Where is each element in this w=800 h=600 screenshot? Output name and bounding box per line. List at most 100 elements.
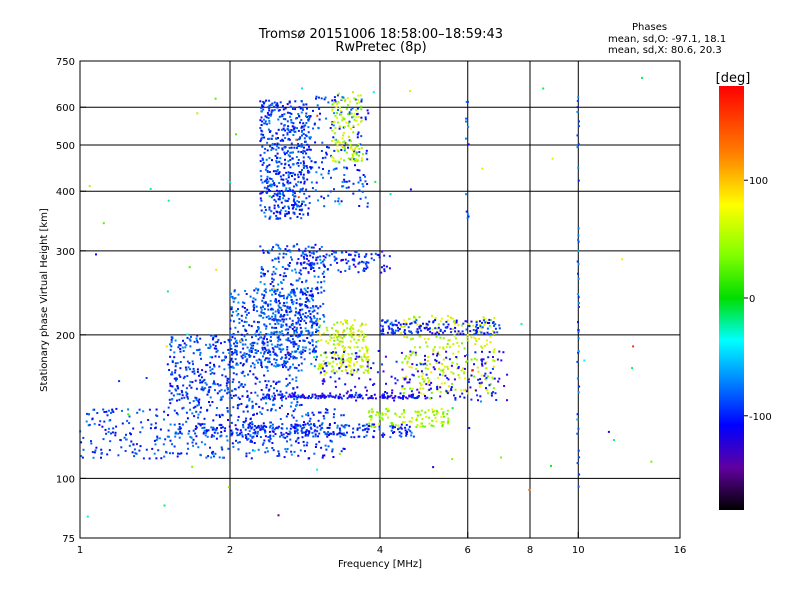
x-tick-label: 2 [227, 545, 233, 556]
data-point [576, 360, 579, 363]
data-point [174, 369, 177, 372]
data-point [378, 422, 380, 425]
data-point [462, 333, 465, 336]
data-point [320, 261, 323, 264]
data-point [100, 456, 102, 459]
data-point [356, 107, 359, 110]
data-point [300, 217, 303, 220]
grid-lines [80, 61, 680, 538]
data-point [272, 170, 275, 173]
data-point [278, 293, 280, 296]
data-point [275, 331, 278, 334]
data-point [282, 324, 284, 327]
data-point [309, 262, 312, 265]
data-point [296, 261, 299, 264]
data-point [254, 349, 257, 352]
data-point [358, 355, 361, 358]
data-point [427, 368, 429, 370]
data-point [390, 331, 393, 334]
data-point [308, 202, 311, 204]
data-point [439, 330, 442, 332]
data-point [287, 212, 290, 215]
data-point [342, 126, 345, 129]
data-point [350, 146, 353, 149]
data-point [268, 430, 271, 433]
data-point [405, 396, 407, 399]
data-point [259, 100, 262, 103]
data-point [403, 336, 406, 338]
data-point [436, 331, 439, 334]
data-point [577, 449, 580, 452]
data-point [132, 443, 135, 446]
data-point [324, 411, 327, 414]
data-point [174, 339, 177, 342]
data-point [185, 420, 188, 423]
data-point [201, 423, 204, 426]
data-point [454, 337, 457, 340]
data-point [336, 261, 339, 264]
data-point [358, 423, 361, 426]
data-point [392, 425, 395, 428]
data-point [334, 396, 336, 399]
data-point [305, 135, 308, 138]
data-point [407, 326, 410, 329]
data-point [265, 166, 268, 169]
data-point [296, 438, 299, 441]
data-point [286, 383, 289, 386]
data-point [197, 400, 200, 403]
data-point [307, 430, 310, 433]
data-point [231, 381, 234, 383]
data-point [286, 212, 288, 215]
data-point [275, 132, 278, 135]
data-point [372, 362, 375, 365]
data-point [463, 347, 466, 350]
data-point [262, 393, 265, 396]
data-point [424, 397, 427, 400]
data-point [340, 414, 343, 417]
data-point [263, 352, 266, 355]
data-point [319, 255, 322, 258]
data-point [368, 396, 371, 399]
data-point [214, 345, 217, 347]
data-point [293, 146, 296, 149]
data-point [277, 311, 280, 314]
data-point [278, 160, 281, 163]
data-point [404, 377, 407, 380]
data-point [429, 397, 432, 400]
data-point [402, 421, 404, 424]
data-point [295, 419, 298, 422]
data-point [297, 176, 300, 179]
data-point [295, 343, 298, 346]
data-point [357, 271, 360, 274]
data-point [288, 382, 291, 385]
data-point [353, 396, 356, 399]
data-point [441, 423, 444, 426]
data-point [201, 369, 204, 372]
data-point [506, 373, 509, 376]
data-point [339, 365, 342, 368]
data-point [466, 320, 468, 323]
data-point [215, 350, 218, 353]
data-point [390, 375, 393, 378]
data-point [456, 333, 459, 336]
data-point [340, 432, 343, 435]
data-point [224, 355, 227, 358]
data-point [272, 285, 275, 288]
data-point [349, 327, 352, 330]
data-point [354, 250, 357, 253]
data-point [271, 347, 274, 350]
data-point [362, 340, 365, 343]
data-point [311, 333, 314, 336]
data-point [273, 358, 276, 361]
data-point [381, 435, 384, 438]
data-point [331, 103, 334, 106]
data-point [246, 410, 249, 413]
data-point [337, 200, 340, 203]
data-point [186, 442, 189, 445]
data-point [307, 397, 310, 400]
data-point [182, 406, 185, 409]
data-point [279, 139, 282, 142]
data-point [353, 152, 356, 155]
data-point [345, 365, 348, 368]
data-point [274, 394, 276, 397]
